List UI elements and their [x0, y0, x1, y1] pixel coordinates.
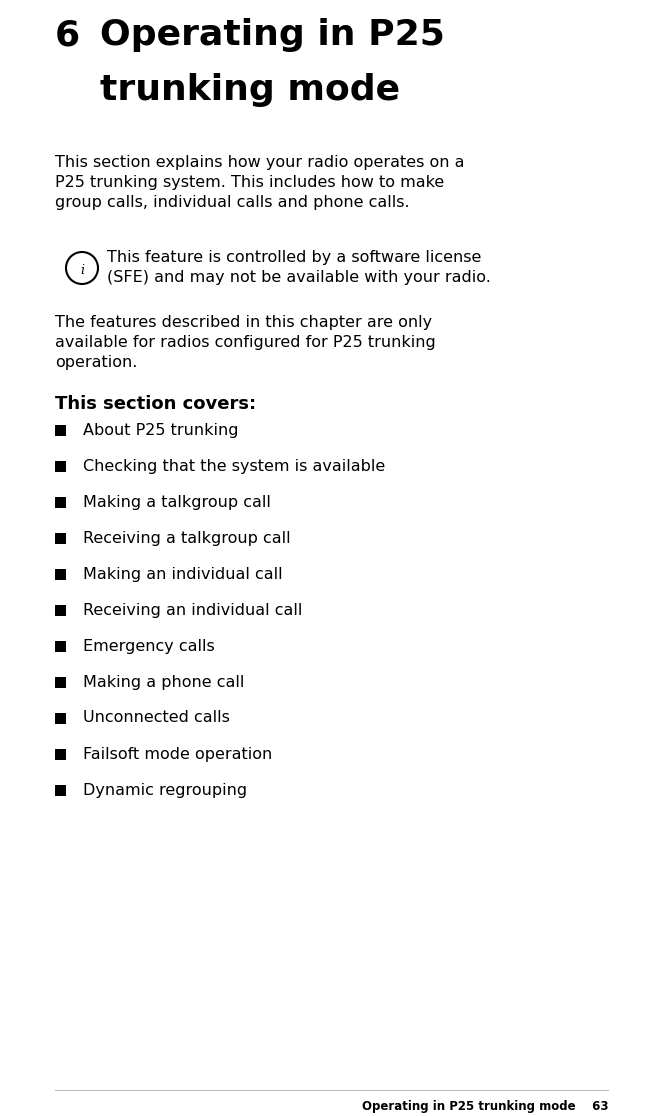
FancyBboxPatch shape	[54, 712, 65, 723]
Text: Failsoft mode operation: Failsoft mode operation	[83, 747, 272, 761]
Text: trunking mode: trunking mode	[100, 73, 400, 107]
Text: This section covers:: This section covers:	[55, 395, 256, 413]
FancyBboxPatch shape	[54, 568, 65, 579]
Text: (SFE) and may not be available with your radio.: (SFE) and may not be available with your…	[107, 270, 491, 285]
Text: 6: 6	[55, 18, 80, 52]
Text: operation.: operation.	[55, 355, 137, 371]
Text: Operating in P25 trunking mode    63: Operating in P25 trunking mode 63	[362, 1100, 608, 1113]
FancyBboxPatch shape	[54, 785, 65, 796]
Text: This section explains how your radio operates on a: This section explains how your radio ope…	[55, 155, 465, 170]
Text: Receiving a talkgroup call: Receiving a talkgroup call	[83, 530, 291, 546]
FancyBboxPatch shape	[54, 605, 65, 616]
Text: Making an individual call: Making an individual call	[83, 567, 283, 581]
FancyBboxPatch shape	[54, 532, 65, 543]
Text: The features described in this chapter are only: The features described in this chapter a…	[55, 315, 432, 330]
Text: Emergency calls: Emergency calls	[83, 638, 215, 654]
Text: group calls, individual calls and phone calls.: group calls, individual calls and phone …	[55, 195, 410, 210]
Text: Unconnected calls: Unconnected calls	[83, 711, 230, 725]
Text: P25 trunking system. This includes how to make: P25 trunking system. This includes how t…	[55, 175, 444, 190]
FancyBboxPatch shape	[54, 749, 65, 760]
Text: Receiving an individual call: Receiving an individual call	[83, 603, 302, 617]
Text: This feature is controlled by a software license: This feature is controlled by a software…	[107, 250, 481, 264]
FancyBboxPatch shape	[54, 676, 65, 687]
Text: Checking that the system is available: Checking that the system is available	[83, 459, 385, 473]
FancyBboxPatch shape	[54, 424, 65, 435]
FancyBboxPatch shape	[54, 641, 65, 652]
FancyBboxPatch shape	[54, 461, 65, 471]
Text: Making a talkgroup call: Making a talkgroup call	[83, 494, 271, 510]
Text: Dynamic regrouping: Dynamic regrouping	[83, 782, 247, 798]
Text: Making a phone call: Making a phone call	[83, 674, 245, 690]
Text: i: i	[80, 263, 84, 277]
FancyBboxPatch shape	[54, 497, 65, 508]
Text: Operating in P25: Operating in P25	[100, 18, 445, 52]
Text: About P25 trunking: About P25 trunking	[83, 423, 239, 437]
Text: available for radios configured for P25 trunking: available for radios configured for P25 …	[55, 335, 435, 350]
